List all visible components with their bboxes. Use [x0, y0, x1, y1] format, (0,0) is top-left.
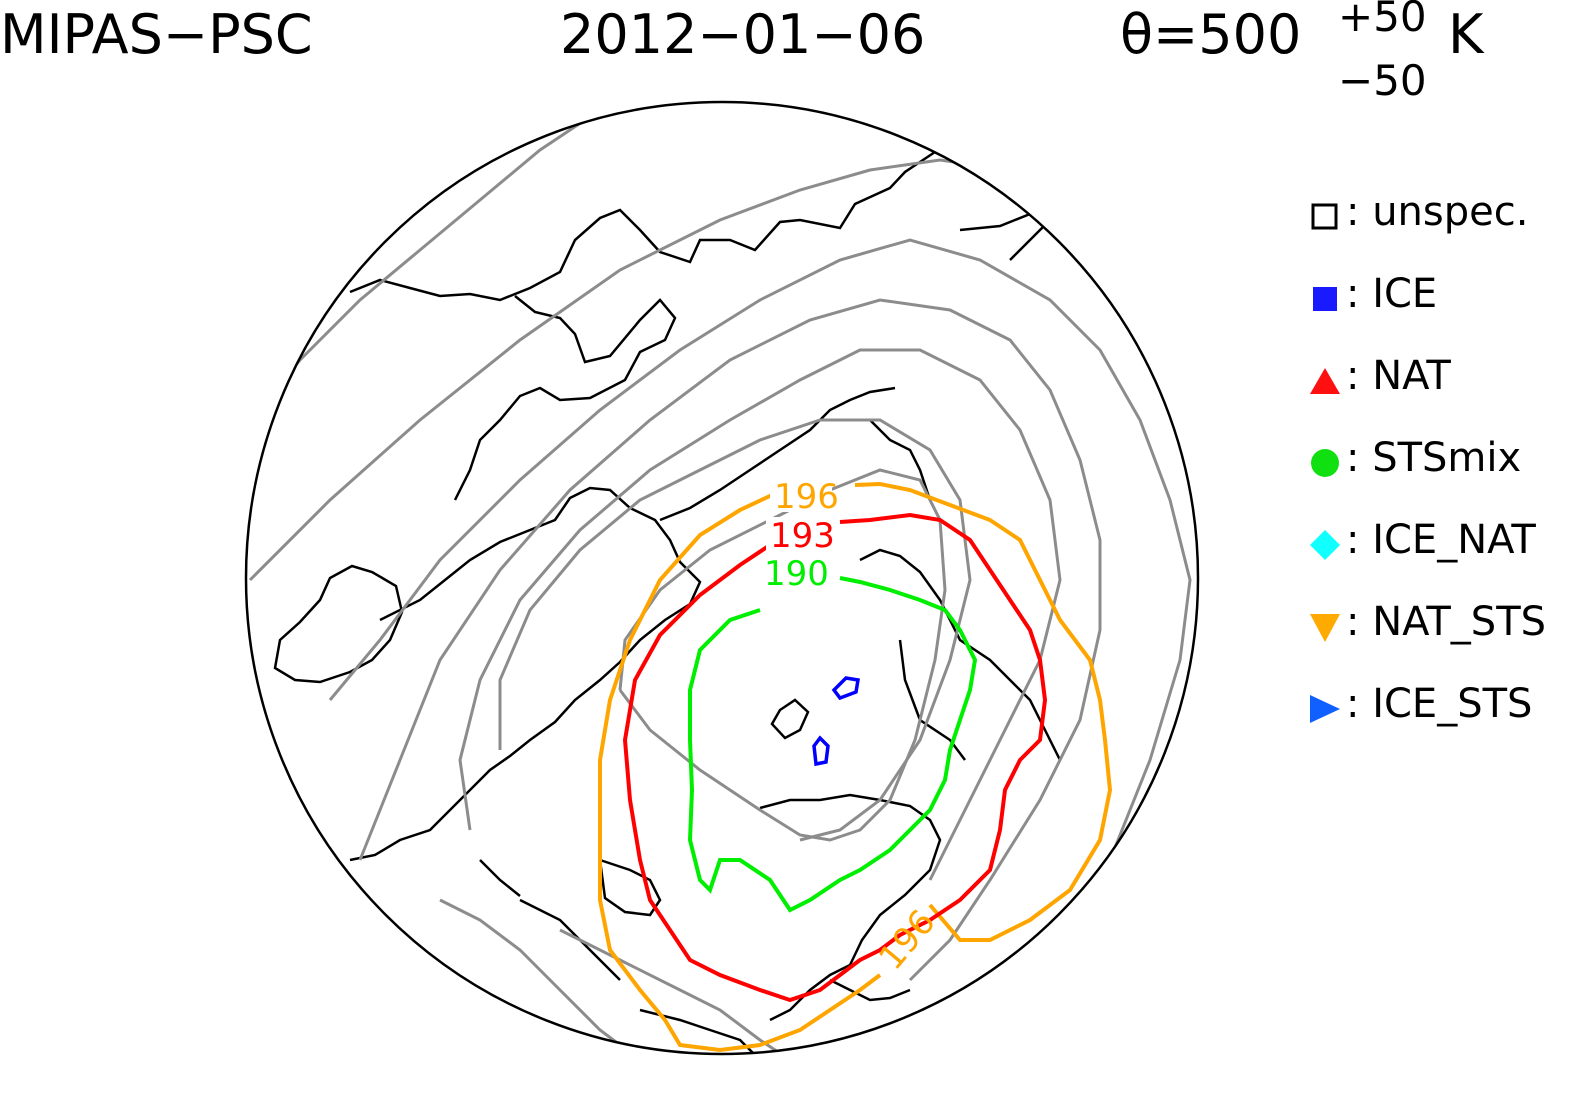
legend-label: : ICE [1346, 271, 1438, 317]
filled-square-icon [1313, 287, 1337, 311]
contour-196 [598, 481, 1113, 1053]
plot-date: 2012−01−06 [560, 3, 926, 66]
contour-190 [687, 576, 978, 913]
gray-contours [248, 102, 1192, 1054]
map-contents: 196 193 190 196 [248, 102, 1192, 1054]
ice-contour-2 [812, 735, 830, 767]
triangle-up-icon [1310, 368, 1340, 394]
triangle-right-icon [1310, 695, 1340, 723]
legend-label: : NAT [1346, 353, 1451, 399]
triangle-down-icon [1310, 614, 1340, 642]
coastlines [273, 137, 1091, 1054]
contour-label-190: 190 [764, 554, 829, 594]
legend-label: : unspec. [1346, 189, 1529, 235]
legend-label: : ICE_STS [1346, 681, 1533, 727]
diamond-icon [1310, 530, 1340, 560]
contour-label-196: 196 [774, 477, 839, 517]
legend-label: : NAT_STS [1346, 599, 1547, 645]
map-boundary [244, 100, 1200, 1056]
circle-icon [1311, 449, 1339, 477]
theta-value: θ=500 [1120, 3, 1302, 66]
contour-labels: 196 193 190 196 [760, 477, 944, 978]
open-square-icon [1311, 203, 1338, 230]
plot-title: MIPAS−PSC [0, 3, 313, 66]
theta-level: θ=500 +50 −50 K [1120, 0, 1483, 102]
theta-lower-range: −50 [1338, 56, 1427, 105]
legend-label: : STSmix [1346, 435, 1522, 481]
legend-label: : ICE_NAT [1346, 517, 1536, 563]
theta-unit: K [1448, 3, 1484, 66]
ice-contour-1 [831, 676, 861, 701]
theta-upper-range: +50 [1338, 0, 1427, 41]
contour-193 [622, 512, 1048, 1003]
contour-label-193: 193 [770, 516, 835, 556]
